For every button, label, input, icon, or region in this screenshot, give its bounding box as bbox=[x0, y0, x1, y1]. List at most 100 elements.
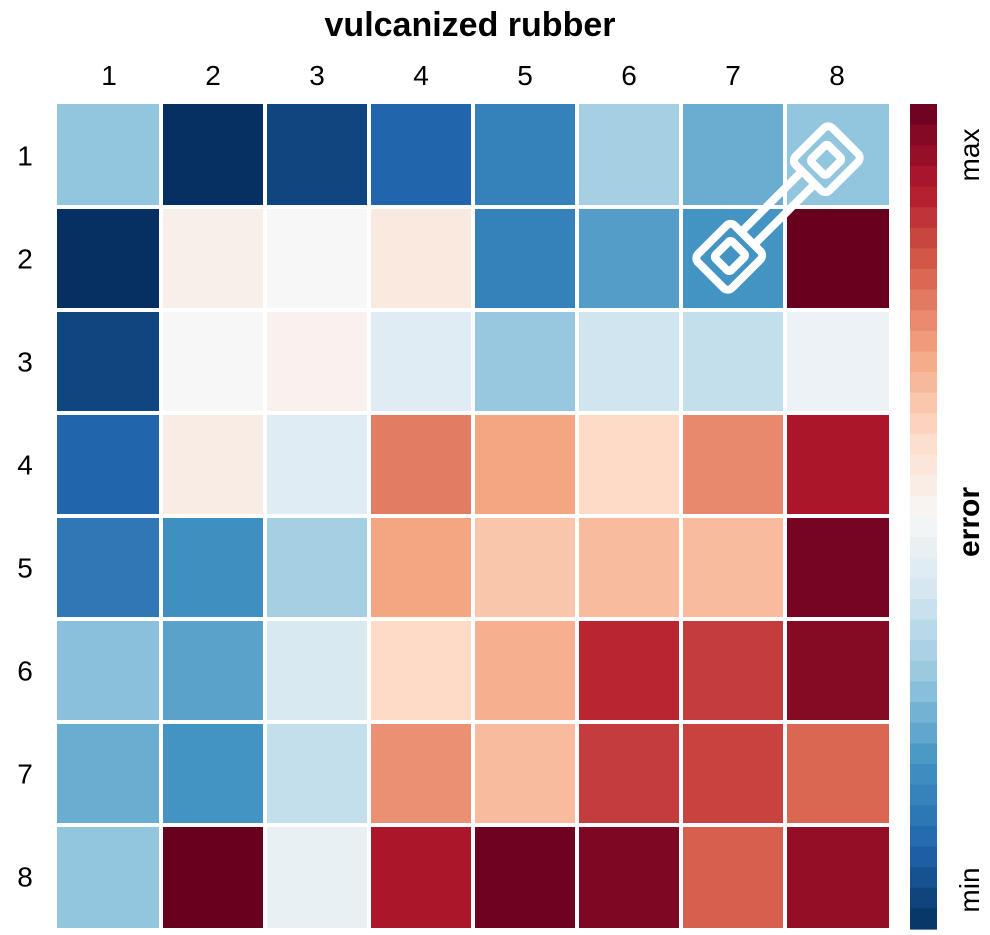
heatmap-cell bbox=[473, 310, 577, 413]
heatmap-cell bbox=[57, 619, 161, 722]
heatmap-cell bbox=[265, 207, 369, 310]
heatmap-cell bbox=[785, 619, 889, 722]
y-tick-label: 4 bbox=[17, 450, 33, 481]
chart-title: vulcanized rubber bbox=[325, 6, 616, 44]
colorbar-segment bbox=[910, 186, 937, 208]
heatmap-cell bbox=[577, 413, 681, 516]
heatmap-cell bbox=[369, 104, 473, 207]
heatmap-cell bbox=[785, 825, 889, 928]
heatmap-cell bbox=[577, 207, 681, 310]
colorbar-segment bbox=[910, 413, 937, 435]
heatmap-cell bbox=[577, 825, 681, 928]
heatmap-cell bbox=[577, 104, 681, 207]
colorbar-segment bbox=[910, 599, 937, 621]
colorbar-segment bbox=[910, 660, 937, 683]
heatmap-cell bbox=[681, 516, 785, 619]
heatmap-cell bbox=[265, 413, 369, 516]
colorbar-segment bbox=[910, 743, 937, 765]
colorbar bbox=[910, 104, 937, 930]
heatmap-cell bbox=[369, 207, 473, 310]
heatmap-cell bbox=[785, 413, 889, 516]
colorbar-segment bbox=[910, 887, 937, 909]
colorbar-segment bbox=[910, 475, 937, 497]
heatmap-cell bbox=[577, 310, 681, 413]
y-tick-label: 7 bbox=[17, 759, 33, 790]
y-tick-label: 5 bbox=[17, 553, 33, 584]
y-tick-label: 6 bbox=[17, 656, 33, 687]
colorbar-segment bbox=[910, 784, 937, 806]
colorbar-min-label: min bbox=[954, 867, 985, 912]
colorbar-segment bbox=[910, 104, 937, 126]
heatmap-cell bbox=[473, 207, 577, 310]
heatmap-cell bbox=[785, 310, 889, 413]
heatmap-cell bbox=[681, 413, 785, 516]
colorbar-segment bbox=[910, 145, 937, 167]
heatmap-cell bbox=[57, 722, 161, 825]
colorbar-segment bbox=[910, 269, 937, 291]
colorbar-segment bbox=[910, 908, 937, 930]
x-tick-label: 2 bbox=[205, 60, 221, 91]
colorbar-max-label: max bbox=[954, 129, 985, 182]
colorbar-segment bbox=[910, 124, 937, 146]
colorbar-segment bbox=[910, 372, 937, 394]
colorbar-axis-label: error bbox=[953, 487, 986, 557]
colorbar-segment bbox=[910, 289, 937, 311]
colorbar-segment bbox=[910, 248, 937, 270]
colorbar-segment bbox=[910, 454, 937, 476]
heatmap-cell bbox=[57, 825, 161, 928]
tensile-test-specimen-icon bbox=[692, 122, 864, 294]
cell-grid-lines bbox=[57, 104, 889, 928]
colorbar-segment bbox=[910, 702, 937, 724]
colorbar-segment bbox=[910, 578, 937, 600]
x-tick-label: 8 bbox=[829, 60, 845, 91]
heatmap-cell bbox=[473, 619, 577, 722]
heatmap-cells bbox=[57, 104, 889, 928]
heatmap-cell bbox=[369, 516, 473, 619]
colorbar-segment bbox=[910, 495, 937, 518]
heatmap-cell bbox=[265, 516, 369, 619]
heatmap-cell bbox=[681, 104, 785, 207]
heatmap-cell bbox=[473, 825, 577, 928]
heatmap-cell bbox=[161, 207, 265, 310]
heatmap-cell bbox=[785, 722, 889, 825]
heatmap-cell bbox=[161, 722, 265, 825]
heatmap-cell bbox=[369, 619, 473, 722]
heatmap-cell bbox=[681, 722, 785, 825]
heatmap-cell bbox=[785, 207, 889, 310]
colorbar-segment bbox=[910, 722, 937, 744]
heatmap-cell bbox=[473, 516, 577, 619]
heatmap-cell bbox=[577, 722, 681, 825]
x-tick-labels: 1 2 3 4 5 6 7 8 bbox=[101, 60, 845, 91]
heatmap-cell bbox=[577, 516, 681, 619]
colorbar-segment bbox=[910, 846, 937, 868]
heatmap-cell bbox=[785, 516, 889, 619]
heatmap-cell bbox=[681, 310, 785, 413]
y-tick-label: 3 bbox=[17, 347, 33, 378]
colorbar-segment bbox=[910, 825, 937, 848]
x-tick-label: 4 bbox=[413, 60, 429, 91]
colorbar-segment bbox=[910, 227, 937, 249]
x-tick-label: 7 bbox=[725, 60, 741, 91]
heatmap-cell bbox=[57, 516, 161, 619]
x-tick-label: 6 bbox=[621, 60, 637, 91]
y-tick-label: 1 bbox=[17, 141, 33, 172]
heatmap-cell bbox=[161, 619, 265, 722]
heatmap-cell bbox=[473, 722, 577, 825]
x-tick-label: 3 bbox=[309, 60, 325, 91]
heatmap-cell bbox=[369, 413, 473, 516]
heatmap-cell bbox=[161, 516, 265, 619]
colorbar-segment bbox=[910, 165, 937, 188]
heatmap-cell bbox=[473, 104, 577, 207]
x-tick-label: 5 bbox=[517, 60, 533, 91]
heatmap-cell bbox=[57, 310, 161, 413]
heatmap-cell bbox=[57, 413, 161, 516]
heatmap-cell bbox=[473, 413, 577, 516]
colorbar-segment bbox=[910, 516, 937, 538]
heatmap-cell bbox=[369, 310, 473, 413]
x-tick-label: 1 bbox=[101, 60, 117, 91]
heatmap-cell bbox=[161, 104, 265, 207]
colorbar-segment bbox=[910, 640, 937, 662]
colorbar-segment bbox=[910, 434, 937, 456]
colorbar-segment bbox=[910, 805, 937, 827]
